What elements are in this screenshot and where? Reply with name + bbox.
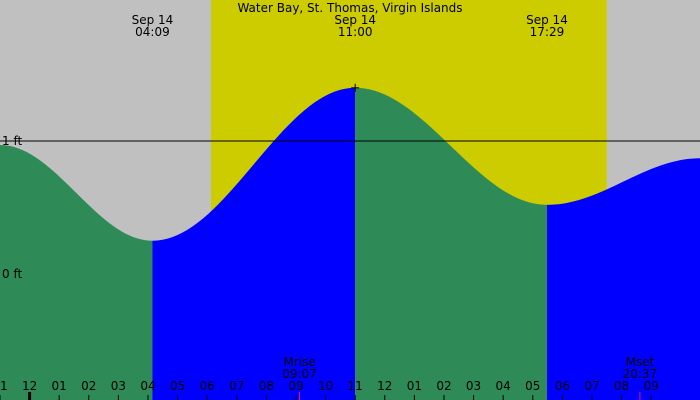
hour-tick-label: 07 <box>229 379 244 393</box>
tide-event-time: 17:29 <box>530 25 565 39</box>
y-tick-label: 1 ft <box>2 134 22 148</box>
hour-tick-label: 03 <box>466 379 481 393</box>
tide-event-marks <box>351 83 360 92</box>
moon-event-label: Mset <box>626 355 655 369</box>
hour-tick-label: 09 <box>644 379 659 393</box>
hour-tick-label: 12 <box>22 379 37 393</box>
hour-tick-label: 06 <box>555 379 570 393</box>
hour-tick-label: 09 <box>288 379 303 393</box>
tide-event-time: 11:00 <box>338 25 373 39</box>
hour-tick-label: 08 <box>614 379 629 393</box>
tide-event-time: 04:09 <box>135 25 170 39</box>
moon-event-time: 20:37 <box>623 367 658 381</box>
hour-tick-label: 05 <box>525 379 540 393</box>
tide-event-date: Sep 14 <box>132 13 174 27</box>
hour-tick-label: 03 <box>111 379 126 393</box>
tide-area <box>0 87 700 400</box>
hour-tick-label: 01 <box>407 379 422 393</box>
hour-axis: 11 12 01 02 03 04 05 06 07 08 09 10 11 12 01 02 03 04 05 06… <box>0 379 659 400</box>
hour-tick-label: 05 <box>170 379 185 393</box>
hour-tick-label: 11 <box>0 379 8 393</box>
hour-tick-label: 04 <box>140 379 155 393</box>
moon-event-time: 09:07 <box>282 367 317 381</box>
rising-tide-segment <box>546 158 700 400</box>
falling-tide-segment <box>0 144 153 400</box>
chart-title: Water Bay, St. Thomas, Virgin Islands <box>237 1 462 15</box>
hour-tick-label: 12 <box>377 379 392 393</box>
hour-tick-label: 06 <box>200 379 215 393</box>
falling-tide-segment <box>355 87 547 400</box>
moon-event-label: Mrise <box>283 355 315 369</box>
hour-tick-label: 08 <box>259 379 274 393</box>
hour-tick-label: 11 <box>348 379 363 393</box>
hour-tick-label: 07 <box>584 379 599 393</box>
y-axis-labels: 1 ft 0 ft <box>2 134 22 281</box>
tide-event-date: Sep 14 <box>526 13 568 27</box>
hour-tick-label: 01 <box>52 379 67 393</box>
hour-tick-label: 02 <box>81 379 96 393</box>
hour-tick-label: 02 <box>436 379 451 393</box>
hour-tick-label: 04 <box>496 379 511 393</box>
hour-tick-label: 10 <box>318 379 333 393</box>
rising-tide-segment <box>152 87 356 400</box>
y-tick-label: 0 ft <box>2 267 22 281</box>
tide-event-date: Sep 14 <box>334 13 376 27</box>
